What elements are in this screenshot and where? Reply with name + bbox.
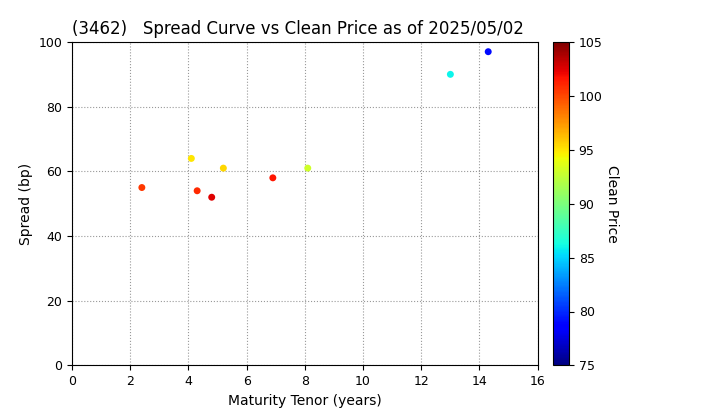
Point [482, 48, 494, 55]
Point [206, 194, 217, 201]
Point [302, 165, 313, 171]
Y-axis label: Spread (bp): Spread (bp) [19, 163, 33, 245]
Text: (3462)   Spread Curve vs Clean Price as of 2025/05/02: (3462) Spread Curve vs Clean Price as of… [72, 20, 524, 38]
Point [267, 174, 279, 181]
Y-axis label: Clean Price: Clean Price [606, 165, 619, 243]
Point [186, 155, 197, 162]
Point [217, 165, 229, 171]
Point [445, 71, 456, 78]
Point [136, 184, 148, 191]
Point [192, 187, 203, 194]
X-axis label: Maturity Tenor (years): Maturity Tenor (years) [228, 394, 382, 408]
